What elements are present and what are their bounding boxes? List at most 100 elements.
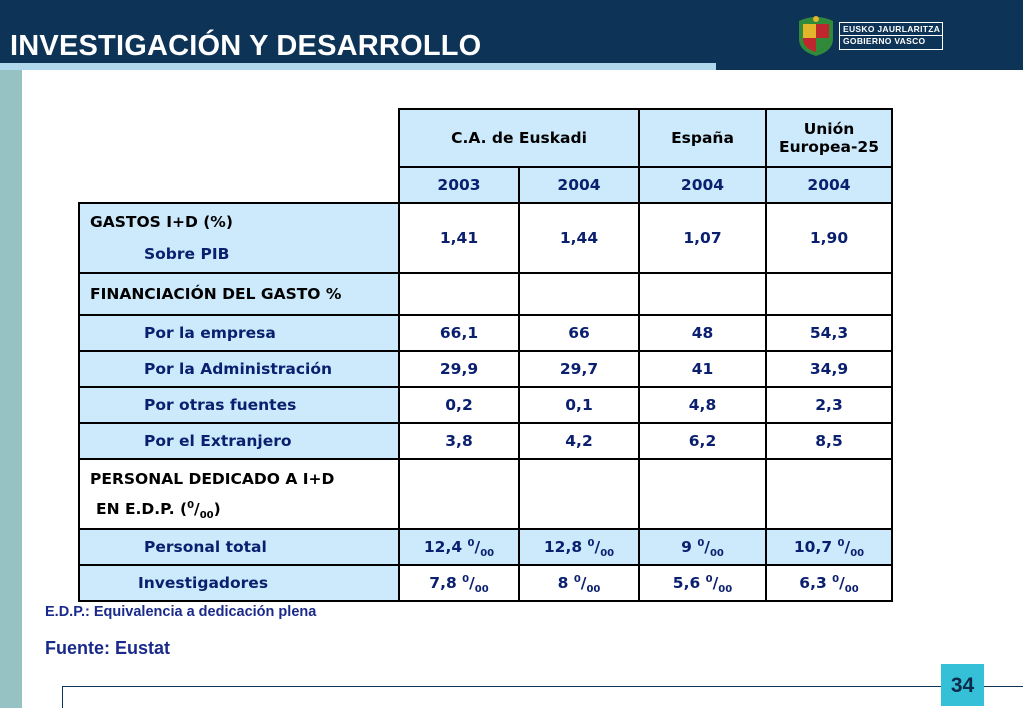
col-header-espana: España bbox=[638, 108, 767, 168]
footer-divider bbox=[62, 686, 1023, 687]
page-number: 34 bbox=[941, 664, 984, 706]
cell-value: 12,8 bbox=[543, 538, 583, 556]
table-cell: 8 0/00 bbox=[518, 564, 640, 602]
personal-sublabel-close: ) bbox=[213, 500, 221, 518]
left-accent-bar bbox=[0, 70, 22, 708]
cell-value: 6,3 bbox=[799, 574, 827, 592]
superscript: 0 bbox=[467, 538, 475, 549]
table-row: Por el Extranjero 3,8 4,2 6,2 8,5 bbox=[78, 422, 893, 460]
row-label: Investigadores bbox=[78, 564, 400, 602]
logo-divider bbox=[839, 35, 943, 36]
personal-sublabel: EN E.D.P. (0/00) bbox=[80, 500, 398, 521]
table-row-personal-header: PERSONAL DEDICADO A I+D EN E.D.P. (0/00) bbox=[78, 458, 893, 530]
row-label: Por la Administración bbox=[78, 350, 400, 388]
table-cell: 29,9 bbox=[398, 350, 520, 388]
year-cell: 2003 bbox=[398, 166, 520, 204]
table-cell: 12,4 0/00 bbox=[398, 528, 520, 566]
source-note: Fuente: Eustat bbox=[45, 638, 171, 658]
superscript: 0 bbox=[705, 574, 713, 585]
table-cell bbox=[398, 272, 520, 316]
slash: / bbox=[844, 538, 851, 556]
row-label: Por otras fuentes bbox=[78, 386, 400, 424]
header-row: C.A. de Euskadi España Unión Europea-25 bbox=[79, 108, 893, 168]
table-cell: 0,1 bbox=[518, 386, 640, 424]
superscript: 0 bbox=[832, 574, 840, 585]
table-cell: 1,41 bbox=[398, 202, 520, 274]
cell-value: 7,8 bbox=[429, 574, 457, 592]
table-cell: 5,6 0/00 bbox=[638, 564, 767, 602]
slash: / bbox=[469, 574, 475, 592]
table-row: Por la empresa 66,1 66 48 54,3 bbox=[78, 314, 893, 352]
gastos-label: GASTOS I+D (%) bbox=[90, 213, 233, 231]
table-cell: 1,44 bbox=[518, 202, 640, 274]
row-label-gastos: GASTOS I+D (%) Sobre PIB bbox=[78, 202, 400, 274]
table-cell: 66 bbox=[518, 314, 640, 352]
table-cell: 12,8 0/00 bbox=[518, 528, 640, 566]
superscript: 0 bbox=[462, 574, 470, 585]
table-cell: 54,3 bbox=[765, 314, 893, 352]
superscript: 0 bbox=[587, 538, 595, 549]
table-cell: 34,9 bbox=[765, 350, 893, 388]
subscript: 00 bbox=[199, 510, 214, 521]
table-cell: 29,7 bbox=[518, 350, 640, 388]
logo-frame bbox=[839, 22, 943, 50]
empty-corner-cell bbox=[79, 109, 399, 167]
table-row: Investigadores 7,8 0/00 8 0/00 5,6 0/00 … bbox=[78, 564, 893, 602]
row-label-financiacion: FINANCIACIÓN DEL GASTO % bbox=[78, 272, 400, 316]
edp-note: E.D.P.: Equivalencia a dedicación plena bbox=[45, 604, 317, 620]
logo-line-1: EUSKO JAURLARITZA bbox=[843, 24, 941, 34]
table-cell: 10,7 0/00 bbox=[765, 528, 893, 566]
table-cell: 1,90 bbox=[765, 202, 893, 274]
slash: / bbox=[712, 574, 719, 592]
table-cell bbox=[765, 458, 893, 530]
table-cell: 2,3 bbox=[765, 386, 893, 424]
table-cell: 48 bbox=[638, 314, 767, 352]
empty-corner-cell bbox=[79, 167, 399, 203]
table-row: Por la Administración 29,9 29,7 41 34,9 bbox=[78, 350, 893, 388]
cell-value: 5,6 bbox=[672, 574, 701, 592]
year-cell: 2004 bbox=[518, 166, 640, 204]
gobierno-vasco-logo: EUSKO JAURLARITZA GOBIERNO VASCO bbox=[795, 15, 945, 57]
subscript: 00 bbox=[844, 584, 859, 595]
table-cell bbox=[638, 272, 767, 316]
year-cell: 2004 bbox=[765, 166, 893, 204]
subscript: 00 bbox=[586, 584, 601, 595]
table-cell: 1,07 bbox=[638, 202, 767, 274]
table-cell bbox=[518, 458, 640, 530]
slash: / bbox=[594, 538, 601, 556]
table-cell bbox=[638, 458, 767, 530]
table-cell bbox=[518, 272, 640, 316]
superscript: 0 bbox=[573, 574, 581, 585]
row-label: Personal total bbox=[78, 528, 400, 566]
table-cell: 8,5 bbox=[765, 422, 893, 460]
table-cell: 0,2 bbox=[398, 386, 520, 424]
table-cell: 9 0/00 bbox=[638, 528, 767, 566]
subscript: 00 bbox=[480, 548, 495, 559]
slash: / bbox=[194, 500, 200, 518]
row-label: Por el Extranjero bbox=[78, 422, 400, 460]
cell-value: 8 bbox=[557, 574, 569, 592]
subscript: 00 bbox=[850, 548, 865, 559]
table-cell bbox=[398, 458, 520, 530]
cell-value: 9 bbox=[681, 538, 692, 556]
gastos-sublabel: Sobre PIB bbox=[144, 245, 230, 263]
col-header-euskadi: C.A. de Euskadi bbox=[398, 108, 640, 168]
footer-divider-vertical bbox=[62, 686, 63, 708]
cell-value: 10,7 bbox=[793, 538, 833, 556]
year-cell: 2004 bbox=[638, 166, 767, 204]
superscript: 0 bbox=[837, 538, 845, 549]
slash: / bbox=[704, 538, 710, 556]
coat-of-arms-icon bbox=[799, 16, 833, 56]
subscript: 00 bbox=[600, 548, 615, 559]
table-cell: 4,8 bbox=[638, 386, 767, 424]
superscript: 0 bbox=[697, 538, 705, 549]
rd-data-table: C.A. de Euskadi España Unión Europea-25 … bbox=[78, 108, 893, 602]
table-cell: 6,2 bbox=[638, 422, 767, 460]
table-cell: 3,8 bbox=[398, 422, 520, 460]
table-cell: 7,8 0/00 bbox=[398, 564, 520, 602]
table-row-financiacion-header: FINANCIACIÓN DEL GASTO % bbox=[78, 272, 893, 316]
table-cell bbox=[765, 272, 893, 316]
subscript: 00 bbox=[718, 584, 733, 595]
personal-label: PERSONAL DEDICADO A I+D bbox=[90, 470, 335, 488]
slash: / bbox=[580, 574, 587, 592]
